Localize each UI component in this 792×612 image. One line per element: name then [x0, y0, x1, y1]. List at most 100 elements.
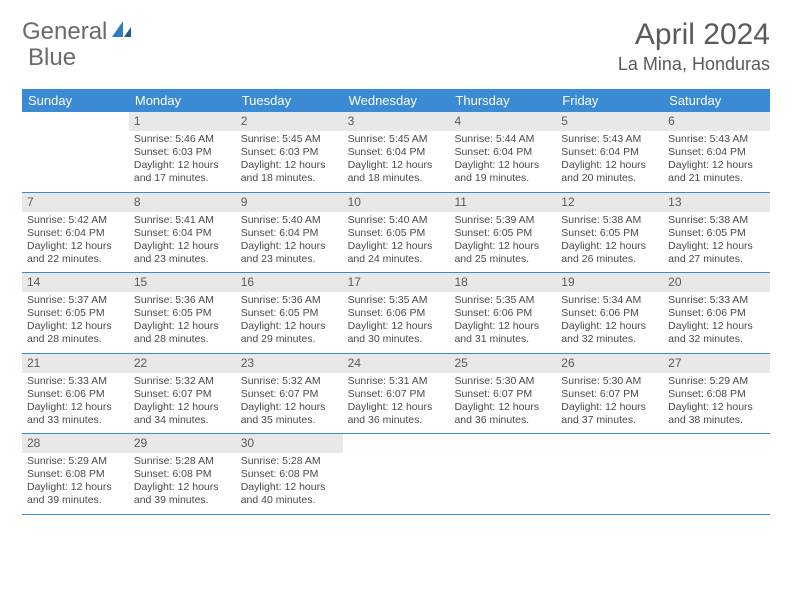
day-details: Sunrise: 5:29 AMSunset: 6:08 PMDaylight:…	[22, 453, 129, 514]
day-number: 18	[449, 273, 556, 292]
day-cell: 16Sunrise: 5:36 AMSunset: 6:05 PMDayligh…	[236, 273, 343, 353]
week-row: 7 Sunrise: 5:42 AMSunset: 6:04 PM Daylight…	[22, 193, 770, 274]
day-daylight1: Daylight: 12 hours	[668, 320, 765, 333]
day-sunset: Sunset: 6:04 PM	[561, 146, 658, 159]
day-sunrise: Sunrise: 5:40 AM	[348, 214, 445, 227]
day-sunrise: Sunrise: 5:28 AM	[134, 455, 231, 468]
day-daylight2: and 20 minutes.	[561, 172, 658, 185]
day-daylight1: Daylight: 12 hours	[134, 159, 231, 172]
day-daylight1: Daylight: 12 hours	[454, 320, 551, 333]
day-cell: 19Sunrise: 5:34 AMSunset: 6:06 PMDayligh…	[556, 273, 663, 353]
day-details: Sunrise: 5:38 AMSunset: 6:05 PMDaylight:…	[556, 212, 663, 273]
day-sunrise: Sunrise: 5:30 AM	[561, 375, 658, 388]
day-daylight2: and 28 minutes.	[134, 333, 231, 346]
day-sunrise: Sunrise: 5:42 AM	[27, 214, 124, 227]
dow-tuesday: Tuesday	[236, 89, 343, 112]
day-sunset: Sunset: 6:08 PM	[668, 388, 765, 401]
day-number: 12	[556, 193, 663, 212]
day-daylight2: and 30 minutes.	[348, 333, 445, 346]
day-cell: .	[663, 434, 770, 514]
day-cell: .	[556, 434, 663, 514]
day-details: Sunrise: 5:32 AMSunset: 6:07 PMDaylight:…	[236, 373, 343, 434]
day-daylight1: Daylight: 12 hours	[561, 320, 658, 333]
day-cell: 25Sunrise: 5:30 AMSunset: 6:07 PMDayligh…	[449, 354, 556, 434]
day-details: Sunrise: 5:37 AMSunset: 6:05 PMDaylight:…	[22, 292, 129, 353]
day-sunset: Sunset: 6:07 PM	[561, 388, 658, 401]
day-sunset: Sunset: 6:06 PM	[454, 307, 551, 320]
day-details: Sunrise: 5:46 AMSunset: 6:03 PMDaylight:…	[129, 131, 236, 192]
day-daylight1: Daylight: 12 hours	[454, 401, 551, 414]
day-sunrise: Sunrise: 5:39 AM	[454, 214, 551, 227]
dow-friday: Friday	[556, 89, 663, 112]
day-daylight1: Daylight: 12 hours	[27, 320, 124, 333]
day-number: 27	[663, 354, 770, 373]
day-number: 20	[663, 273, 770, 292]
day-daylight2: and 32 minutes.	[561, 333, 658, 346]
day-cell: 29Sunrise: 5:28 AMSunset: 6:08 PMDayligh…	[129, 434, 236, 514]
day-sunset: Sunset: 6:05 PM	[348, 227, 445, 240]
day-cell: 6Sunrise: 5:43 AMSunset: 6:04 PMDaylight…	[663, 112, 770, 192]
day-cell: 26Sunrise: 5:30 AMSunset: 6:07 PMDayligh…	[556, 354, 663, 434]
day-daylight1: Daylight: 12 hours	[348, 320, 445, 333]
weeks-container: .1Sunrise: 5:46 AMSunset: 6:03 PMDayligh…	[22, 112, 770, 515]
day-cell: 17Sunrise: 5:35 AMSunset: 6:06 PMDayligh…	[343, 273, 450, 353]
header: General April 2024 La Mina, Honduras	[22, 18, 770, 75]
day-number: 11	[449, 193, 556, 212]
dow-monday: Monday	[129, 89, 236, 112]
day-daylight2: and 38 minutes.	[668, 414, 765, 427]
day-sunrise: Sunrise: 5:29 AM	[27, 455, 124, 468]
day-sunset: Sunset: 6:05 PM	[454, 227, 551, 240]
day-sunrise: Sunrise: 5:45 AM	[241, 133, 338, 146]
day-daylight2: and 39 minutes.	[27, 494, 124, 507]
day-number: 24	[343, 354, 450, 373]
day-daylight1: Daylight: 12 hours	[134, 320, 231, 333]
day-daylight2: and 22 minutes.	[27, 253, 124, 266]
day-number: 15	[129, 273, 236, 292]
day-number: 6	[663, 112, 770, 131]
day-cell: 28Sunrise: 5:29 AMSunset: 6:08 PMDayligh…	[22, 434, 129, 514]
day-sunset: Sunset: 6:06 PM	[668, 307, 765, 320]
day-number: 26	[556, 354, 663, 373]
brand-word1: General	[22, 18, 107, 46]
day-details: Sunrise: 5:36 AMSunset: 6:05 PMDaylight:…	[129, 292, 236, 353]
day-details: Sunrise: 5:30 AMSunset: 6:07 PMDaylight:…	[449, 373, 556, 434]
day-daylight1: Daylight: 12 hours	[561, 240, 658, 253]
dow-saturday: Saturday	[663, 89, 770, 112]
day-cell: 13Sunrise: 5:38 AMSunset: 6:05 PMDayligh…	[663, 193, 770, 273]
day-daylight1: Daylight: 12 hours	[241, 159, 338, 172]
day-details: Sunrise: 5:32 AMSunset: 6:07 PMDaylight:…	[129, 373, 236, 434]
day-sunset: Sunset: 6:04 PM	[27, 227, 124, 240]
day-daylight2: and 35 minutes.	[241, 414, 338, 427]
day-daylight1: Daylight: 12 hours	[241, 481, 338, 494]
day-daylight2: and 39 minutes.	[134, 494, 231, 507]
day-daylight1: Daylight: 12 hours	[454, 159, 551, 172]
day-number: 9	[236, 193, 343, 212]
day-number: 7	[22, 193, 129, 212]
day-sunset: Sunset: 6:05 PM	[561, 227, 658, 240]
day-details: Sunrise: 5:43 AMSunset: 6:04 PMDaylight:…	[556, 131, 663, 192]
day-daylight2: and 26 minutes.	[561, 253, 658, 266]
day-sunrise: Sunrise: 5:41 AM	[134, 214, 231, 227]
week-row: 14Sunrise: 5:37 AMSunset: 6:05 PMDayligh…	[22, 273, 770, 354]
day-cell: 14Sunrise: 5:37 AMSunset: 6:05 PMDayligh…	[22, 273, 129, 353]
day-daylight1: Daylight: 12 hours	[241, 240, 338, 253]
day-sunrise: Sunrise: 5:35 AM	[348, 294, 445, 307]
day-sunrise: Sunrise: 5:34 AM	[561, 294, 658, 307]
day-number: 28	[22, 434, 129, 453]
day-sunset: Sunset: 6:03 PM	[134, 146, 231, 159]
day-daylight1: Daylight: 12 hours	[454, 240, 551, 253]
day-sunset: Sunset: 6:08 PM	[241, 468, 338, 481]
day-sunset: Sunset: 6:08 PM	[27, 468, 124, 481]
day-number: 30	[236, 434, 343, 453]
day-sunrise: Sunrise: 5:32 AM	[241, 375, 338, 388]
day-details: Sunrise: 5:45 AMSunset: 6:04 PMDaylight:…	[343, 131, 450, 192]
day-sunrise: Sunrise: 5:40 AM	[241, 214, 338, 227]
day-cell: 23Sunrise: 5:32 AMSunset: 6:07 PMDayligh…	[236, 354, 343, 434]
day-daylight2: and 29 minutes.	[241, 333, 338, 346]
day-sunrise: Sunrise: 5:43 AM	[561, 133, 658, 146]
day-sunset: Sunset: 6:06 PM	[348, 307, 445, 320]
day-sunrise: Sunrise: 5:33 AM	[27, 375, 124, 388]
day-daylight1: Daylight: 12 hours	[348, 401, 445, 414]
day-sunset: Sunset: 6:07 PM	[134, 388, 231, 401]
day-daylight1: Daylight: 12 hours	[241, 320, 338, 333]
